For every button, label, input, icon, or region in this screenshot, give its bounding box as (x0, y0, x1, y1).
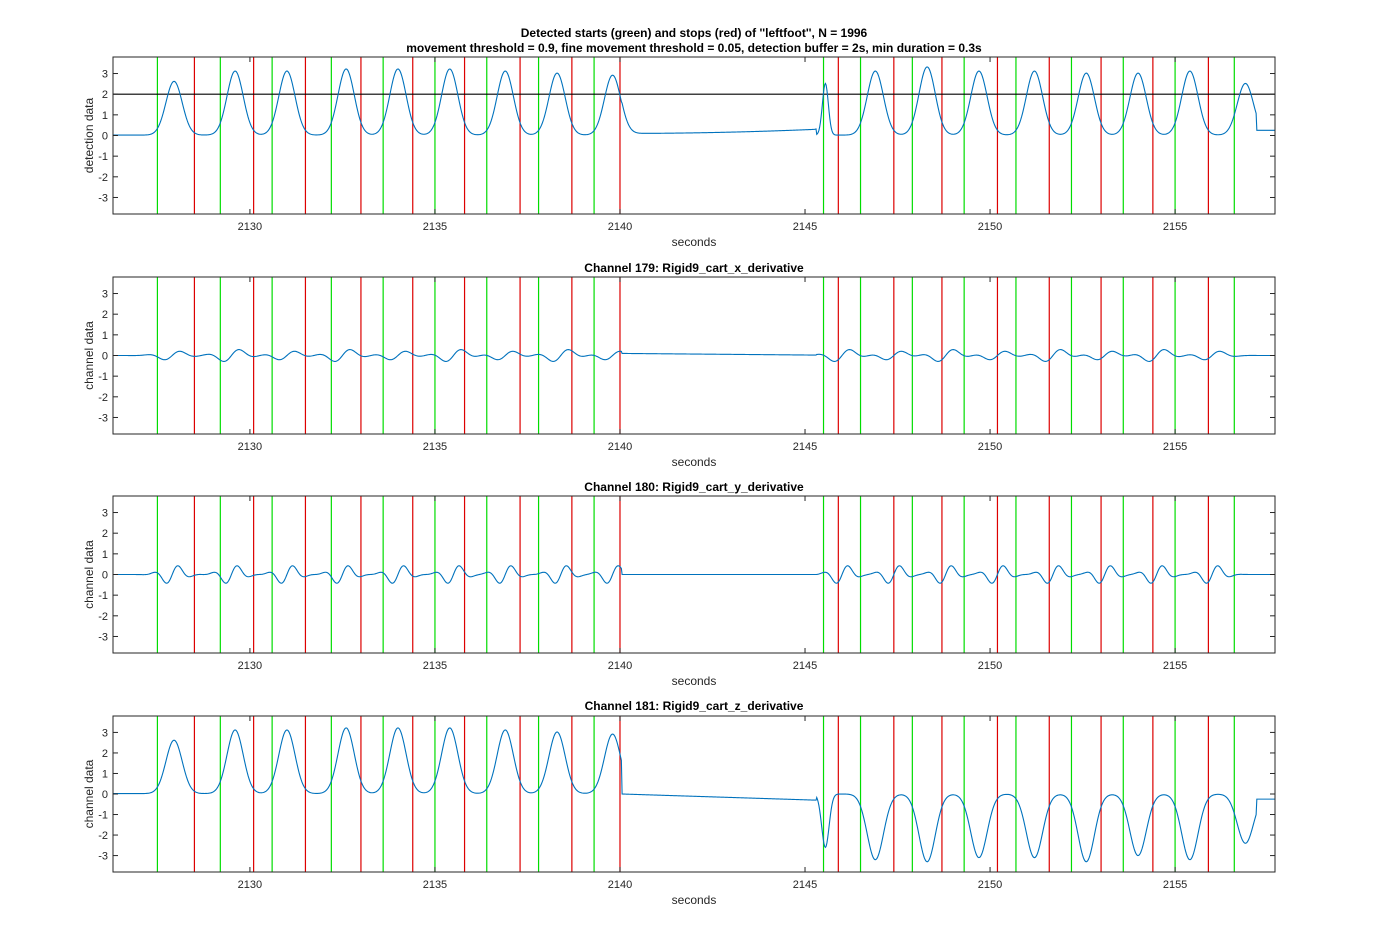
x-tick-label: 2130 (238, 221, 262, 233)
signal-series-line (113, 66, 1275, 136)
y-tick-label: 2 (102, 89, 108, 101)
x-tick-label: 2155 (1163, 660, 1187, 672)
x-tick-label: 2135 (423, 660, 447, 672)
x-tick-label: 2140 (608, 879, 632, 891)
chart-panel-2: 2130 2135 2140 2145 2150 2155 -3 -2 -1 0 1 2 3 second… (82, 261, 1276, 469)
figure-title-line1: Detected starts (green) and stops (red) … (521, 26, 868, 40)
x-tick-label: 2145 (793, 221, 817, 233)
y-tick-label: 0 (102, 351, 108, 363)
y-tick-label: -3 (98, 851, 108, 863)
x-tick-label: 2135 (423, 441, 447, 453)
x-tick-label: 2140 (608, 221, 632, 233)
y-tick-label: -1 (98, 590, 108, 602)
y-tick-label: 0 (102, 131, 108, 143)
panel-title: Channel 179: Rigid9_cart_x_derivative (584, 261, 804, 275)
x-axis-label: seconds (672, 455, 717, 469)
y-tick-label: -2 (98, 392, 108, 404)
y-axis-label: channel data (82, 321, 96, 390)
y-tick-label: 2 (102, 748, 108, 760)
x-tick-label: 2145 (793, 441, 817, 453)
x-tick-label: 2130 (238, 660, 262, 672)
y-tick-label: -2 (98, 172, 108, 184)
x-tick-label: 2140 (608, 660, 632, 672)
y-tick-label: 2 (102, 309, 108, 321)
y-tick-label: 3 (102, 508, 108, 520)
y-tick-label: 1 (102, 330, 108, 342)
panel-title: Channel 180: Rigid9_cart_y_derivative (584, 480, 804, 494)
signal-series-line (113, 565, 1275, 584)
x-tick-label: 2150 (978, 660, 1002, 672)
y-tick-label: 1 (102, 549, 108, 561)
x-tick-label: 2135 (423, 879, 447, 891)
y-tick-label: 3 (102, 289, 108, 301)
y-axis-label: channel data (82, 759, 96, 828)
plot-area (113, 716, 1275, 872)
y-tick-label: -3 (98, 412, 108, 424)
x-tick-label: 2145 (793, 879, 817, 891)
x-axis-label: seconds (672, 893, 717, 907)
y-tick-label: -1 (98, 151, 108, 163)
x-tick-label: 2150 (978, 879, 1002, 891)
y-tick-label: 0 (102, 570, 108, 582)
y-tick-label: 2 (102, 528, 108, 540)
x-tick-label: 2130 (238, 879, 262, 891)
y-tick-label: -2 (98, 830, 108, 842)
y-tick-label: -3 (98, 631, 108, 643)
panel-title: Channel 181: Rigid9_cart_z_derivative (585, 699, 804, 713)
x-axis-label: seconds (672, 235, 717, 249)
chart-panel-3: 2130 2135 2140 2145 2150 2155 -3 -2 -1 0 1 2 3 second… (82, 480, 1276, 688)
y-tick-label: 0 (102, 789, 108, 801)
x-tick-label: 2150 (978, 441, 1002, 453)
x-tick-label: 2155 (1163, 441, 1187, 453)
y-tick-label: 3 (102, 69, 108, 81)
figure-title-line2: movement threshold = 0.9, fine movement … (406, 41, 982, 55)
y-tick-label: -1 (98, 810, 108, 822)
chart-panel-4: 2130 2135 2140 2145 2150 2155 -3 -2 -1 0 1 2 3 second… (82, 699, 1276, 907)
x-tick-label: 2155 (1163, 221, 1187, 233)
y-axis-label: detection data (82, 97, 96, 173)
y-tick-label: -1 (98, 371, 108, 383)
x-tick-label: 2130 (238, 441, 262, 453)
y-axis-label: channel data (82, 540, 96, 609)
chart-panel-1: 2130 2135 2140 2145 2150 2155 -3 -2 -1 0 1 2 3 second… (82, 56, 1276, 249)
x-tick-label: 2140 (608, 441, 632, 453)
signal-series-line (113, 349, 1275, 362)
y-tick-label: 1 (102, 768, 108, 780)
x-tick-label: 2135 (423, 221, 447, 233)
x-tick-label: 2155 (1163, 879, 1187, 891)
y-tick-label: -2 (98, 611, 108, 623)
x-axis-label: seconds (672, 674, 717, 688)
y-tick-label: 1 (102, 110, 108, 122)
x-tick-label: 2145 (793, 660, 817, 672)
signal-series-line (113, 727, 1275, 863)
y-tick-label: -3 (98, 192, 108, 204)
y-tick-label: 3 (102, 727, 108, 739)
x-tick-label: 2150 (978, 221, 1002, 233)
